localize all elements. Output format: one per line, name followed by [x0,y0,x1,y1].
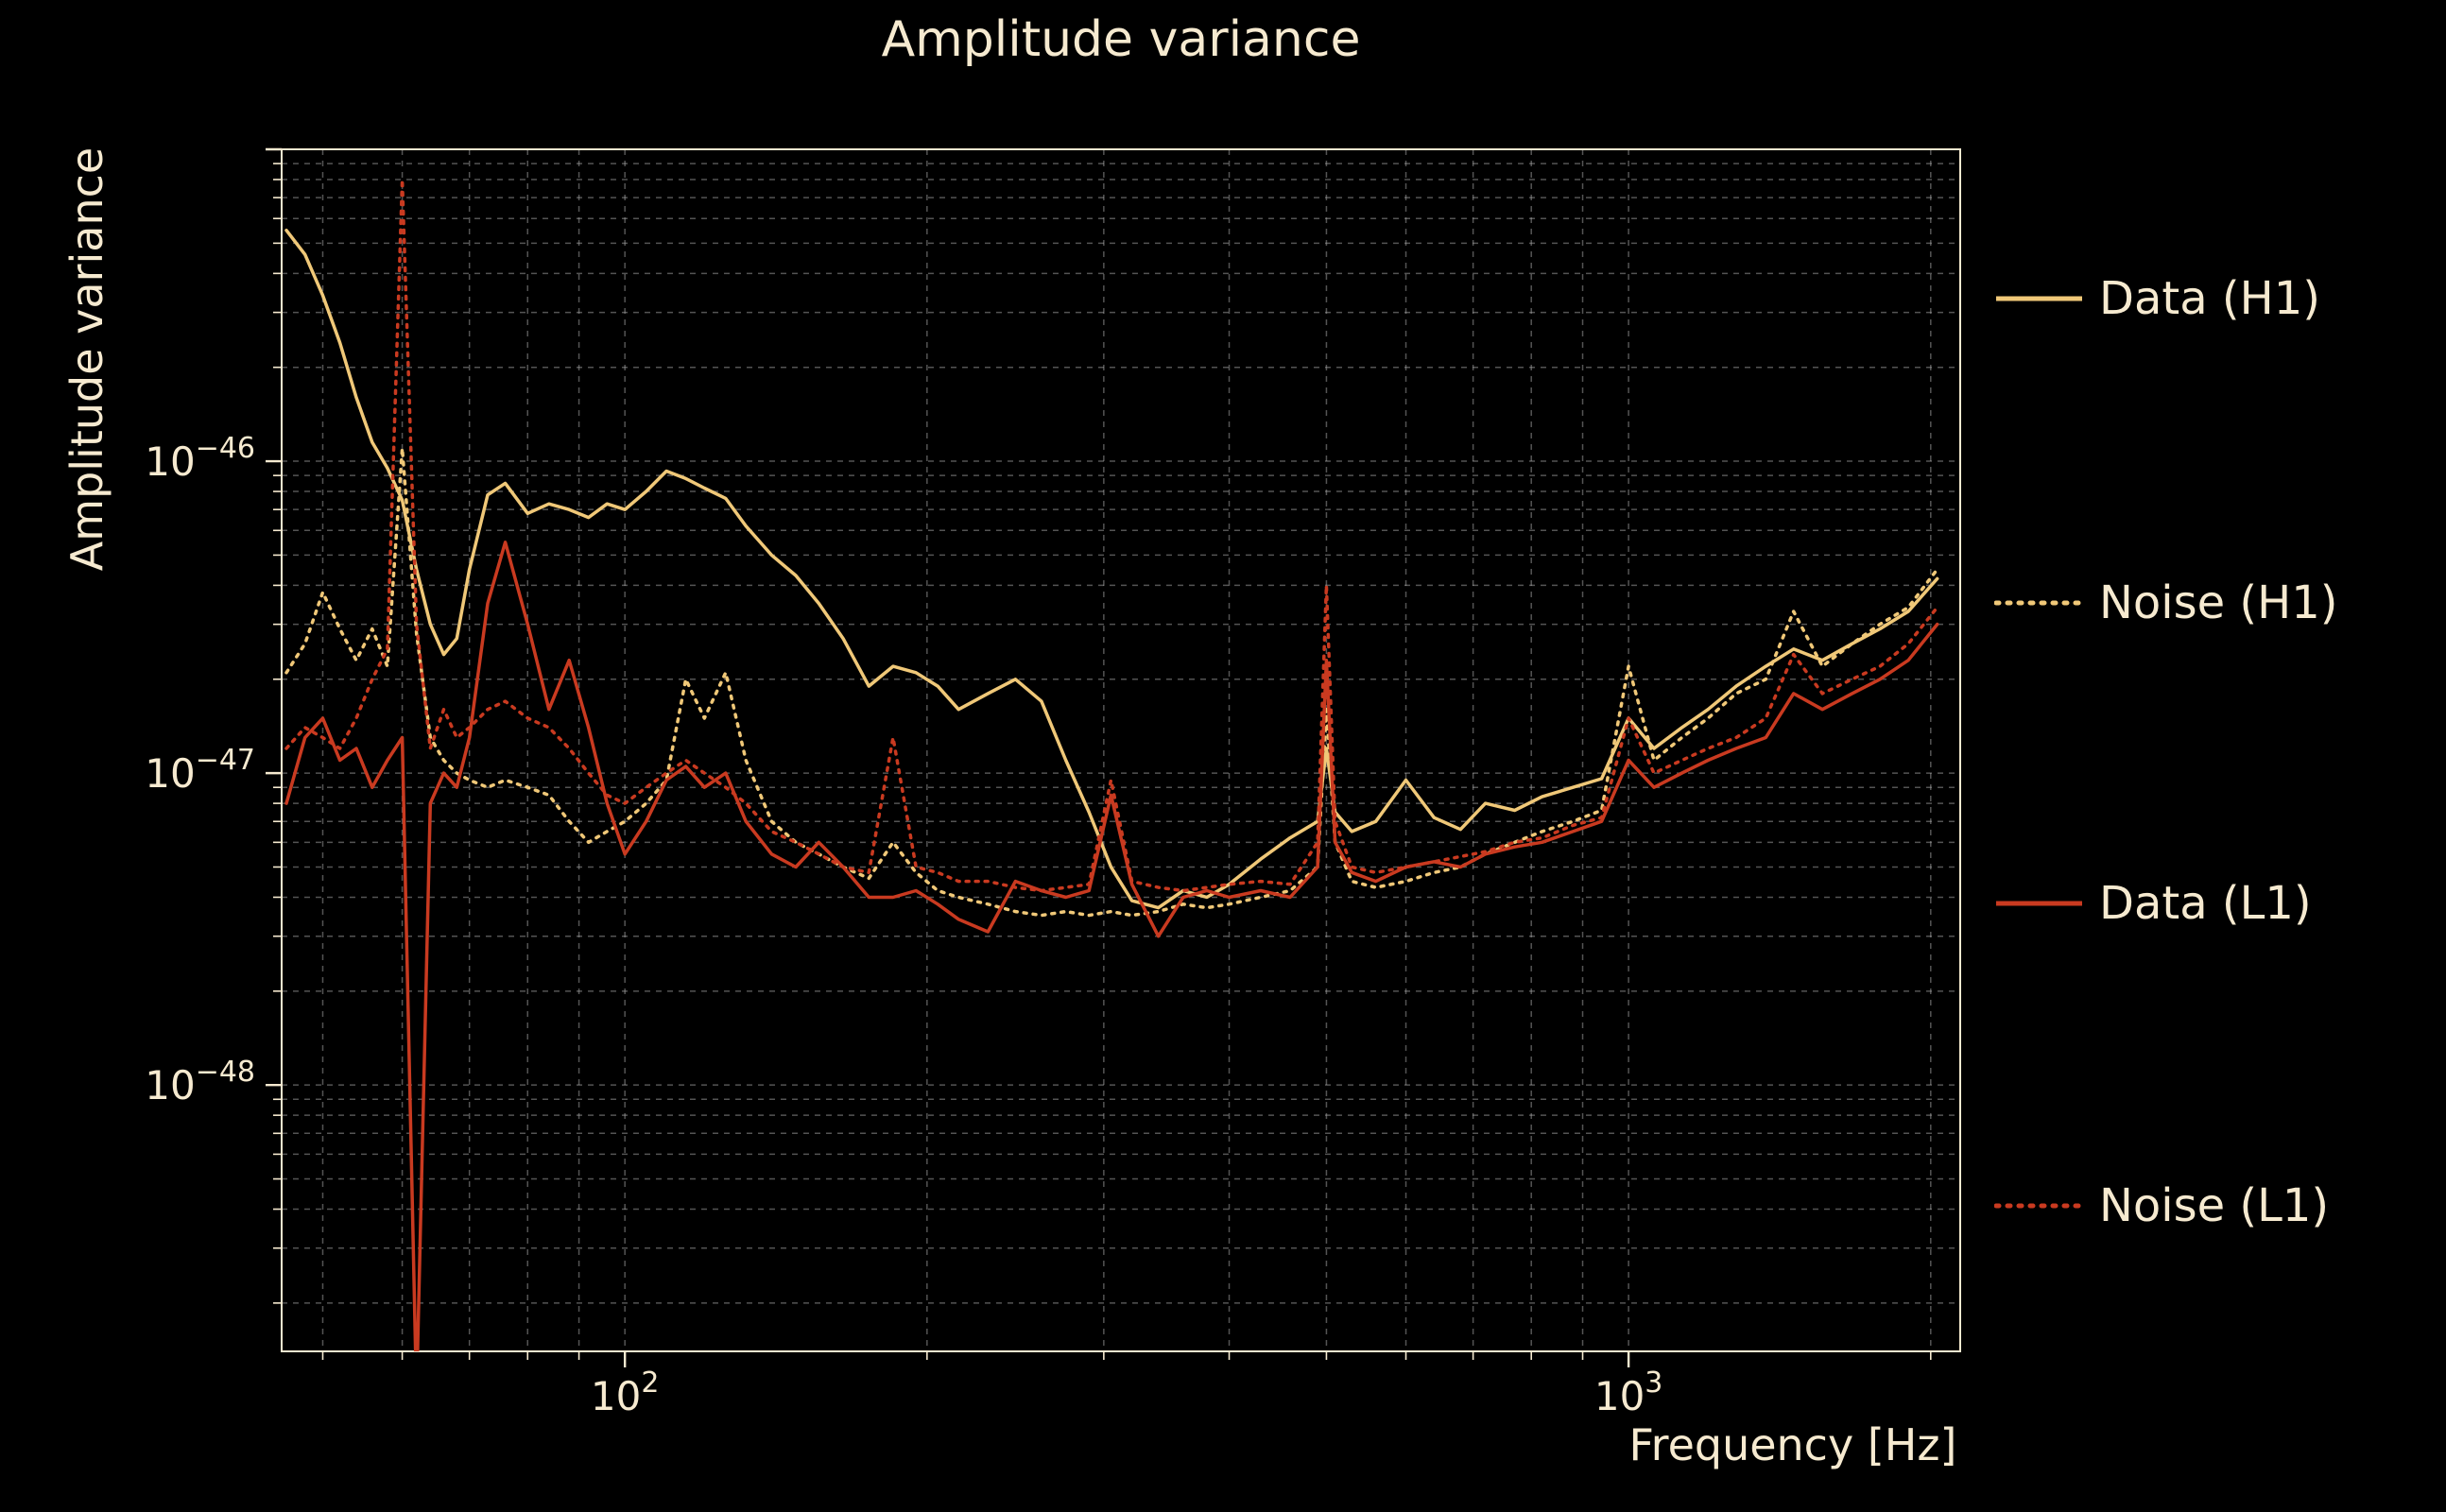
series-line-noise-l1 [284,178,1939,893]
legend-line-sample-solid-h1-icon [1996,296,2082,301]
svg-text:10−48: 10−48 [145,1056,255,1108]
chart-title: Amplitude variance [881,11,1361,68]
legend-line-sample-dotted-h1-icon [1994,600,2084,606]
legend-label-noise-l1: Noise (L1) [2099,1179,2330,1232]
svg-text:10−46: 10−46 [145,432,255,485]
axis-ticks [266,147,1932,1367]
x-axis-label: Frequency [Hz] [1628,1419,1957,1470]
tick-labels: 102 103 10−46 10−47 10−48 [145,432,1662,1419]
series-line-data-h1 [284,228,1939,910]
legend-item-noise-h1: Noise (H1) [1994,573,2338,633]
legend-label-data-l1: Data (L1) [2099,877,2312,930]
svg-text:10−47: 10−47 [145,744,255,797]
legend-item-data-h1: Data (H1) [1994,268,2320,329]
svg-text:103: 103 [1594,1366,1663,1419]
legend-label-noise-h1: Noise (H1) [2099,576,2338,629]
legend-item-noise-l1: Noise (L1) [1994,1176,2329,1236]
legend-label-data-h1: Data (H1) [2099,272,2320,325]
legend-item-data-l1: Data (L1) [1994,873,2312,934]
series-line-noise-h1 [284,446,1939,918]
legend-line-sample-solid-l1-icon [1996,901,2082,906]
svg-text:102: 102 [591,1366,660,1419]
legend: Data (H1) Noise (H1) Data (L1) Noise (L1… [1994,0,2438,1512]
series-line-data-l1 [284,541,1939,1351]
grid-lines [282,148,1960,1351]
legend-line-sample-dotted-l1-icon [1994,1203,2084,1209]
series-lines [284,178,1939,1351]
axes-spines [281,148,1961,1352]
